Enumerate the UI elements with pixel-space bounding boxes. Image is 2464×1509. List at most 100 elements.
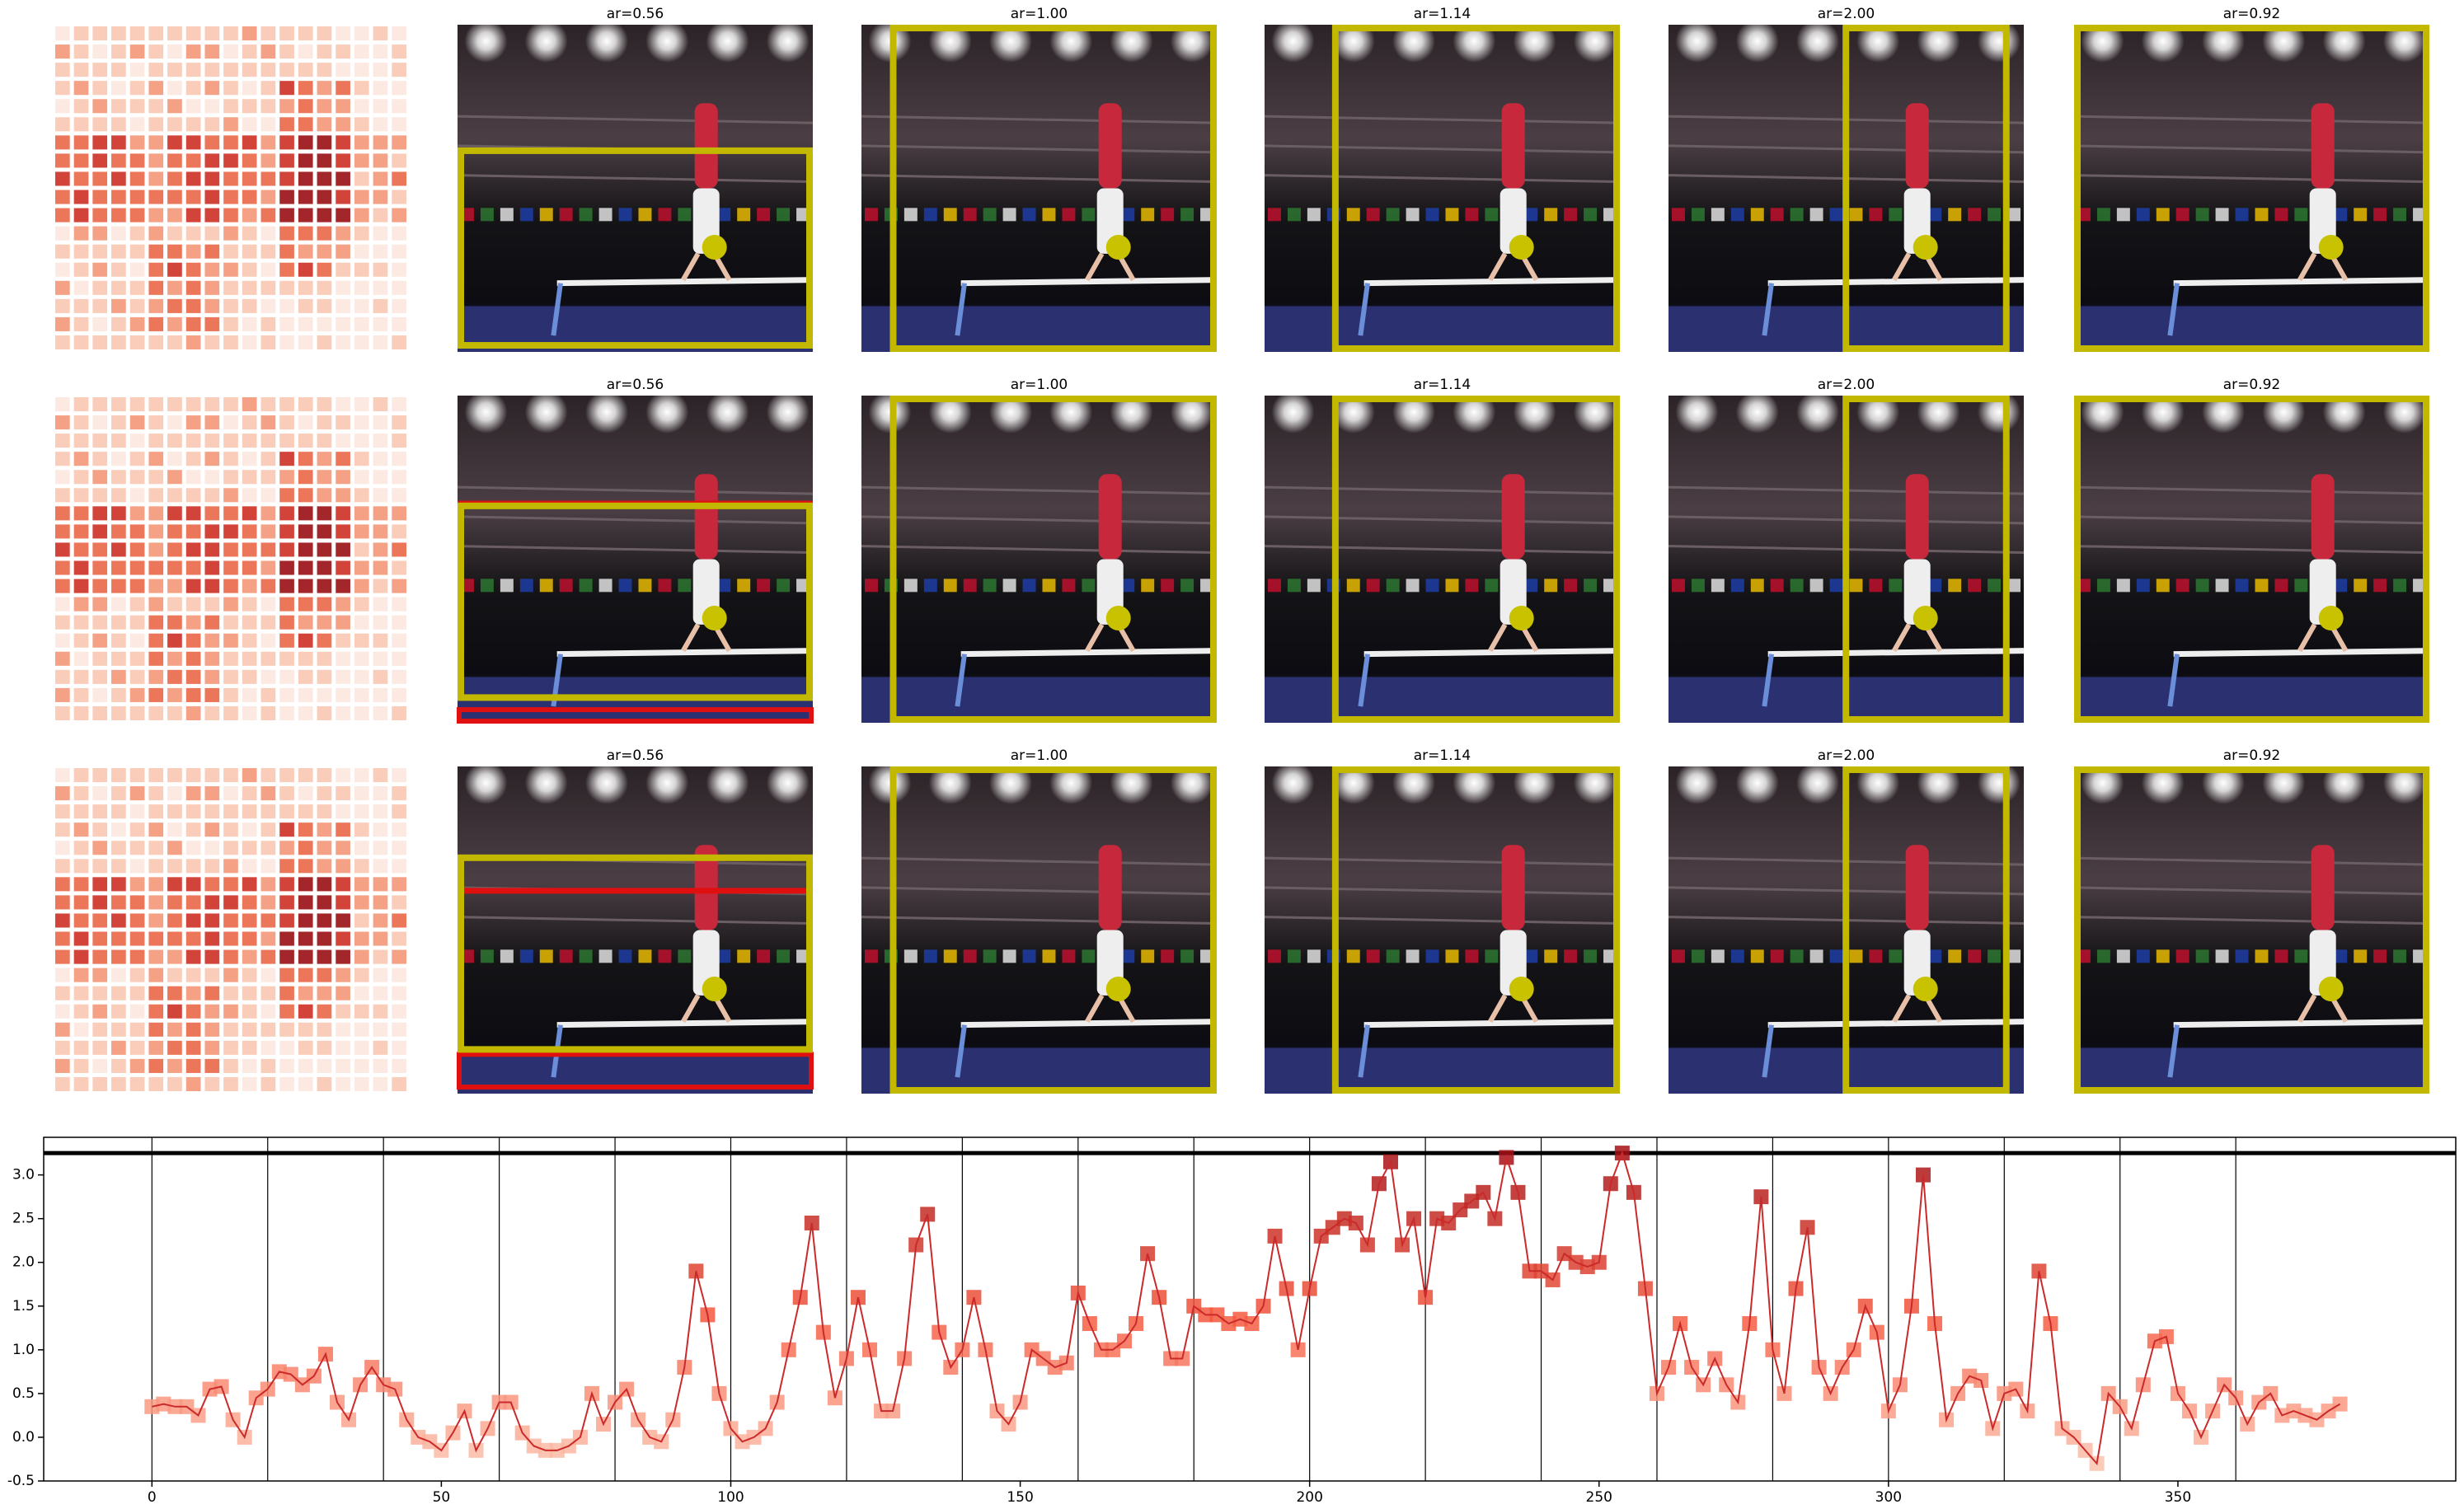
heat-cell	[129, 506, 145, 521]
heat-cell	[242, 506, 257, 521]
flag	[1770, 208, 1784, 222]
heat-cell	[373, 1004, 388, 1019]
heat-cell	[185, 597, 201, 612]
heat-cell	[185, 153, 201, 168]
heat-cell	[55, 190, 70, 204]
flag	[2195, 579, 2209, 593]
heat-cell	[223, 597, 238, 612]
x-tick-label: 300	[1875, 1489, 1902, 1506]
heat-cell	[92, 1040, 108, 1055]
heat-cell	[92, 651, 108, 666]
photo	[1668, 761, 2025, 1094]
heat-cell	[242, 208, 257, 223]
heat-cell	[298, 506, 313, 521]
flag	[1584, 208, 1598, 222]
heat-cell	[55, 913, 70, 928]
heat-cell	[279, 949, 294, 964]
heat-cell	[167, 298, 182, 313]
crop-box	[889, 25, 1217, 352]
heat-cell	[242, 452, 257, 466]
heat-cell	[298, 298, 313, 313]
bar-post	[551, 283, 563, 336]
heat-cell	[92, 81, 108, 96]
crop-box	[458, 147, 813, 349]
heat-cell	[279, 597, 294, 612]
rail	[1264, 545, 1621, 555]
heat-cell	[260, 615, 276, 630]
heat-cell	[111, 433, 126, 448]
heat-cell	[73, 1040, 89, 1055]
flag	[1141, 579, 1155, 593]
heat-cell	[73, 190, 89, 204]
heat-cell	[129, 968, 145, 982]
flag	[2274, 208, 2288, 222]
heat-cell	[260, 415, 276, 430]
heat-cell	[260, 841, 276, 855]
heat-cell	[111, 452, 126, 466]
flag	[1849, 208, 1863, 222]
heat-cell	[73, 1004, 89, 1019]
light	[706, 19, 749, 63]
heat-cell	[73, 633, 89, 648]
heat-cell	[73, 117, 89, 132]
gymnast-legs	[1098, 474, 1122, 560]
heat-cell	[392, 488, 406, 503]
heat-cell	[354, 171, 369, 186]
flag	[1809, 579, 1823, 593]
heat-cell	[242, 949, 257, 964]
flag	[1584, 579, 1598, 593]
heat-cell	[111, 81, 126, 96]
heat-cell	[92, 542, 108, 557]
flag	[2136, 949, 2150, 963]
flag	[678, 579, 692, 593]
heat-cell	[373, 415, 388, 430]
heat-cell	[129, 488, 145, 503]
heat-cell	[354, 190, 369, 204]
flag	[1809, 208, 1823, 222]
flag	[2007, 579, 2020, 593]
heat-cell	[336, 208, 350, 223]
light	[585, 761, 629, 804]
heat-cell	[111, 524, 126, 539]
flag	[618, 208, 632, 222]
bar	[2173, 648, 2430, 658]
flag	[1406, 208, 1420, 222]
heat-cell	[73, 208, 89, 223]
heat-cell	[185, 81, 201, 96]
heat-cell	[242, 45, 257, 59]
flag	[1849, 949, 1863, 963]
heat-cell	[260, 488, 276, 503]
heat-cell	[242, 316, 257, 331]
flag	[1346, 579, 1360, 593]
light	[1675, 19, 1719, 63]
heat-cell	[373, 877, 388, 892]
heat-cell	[55, 226, 70, 241]
heat-cell	[92, 45, 108, 59]
heat-cell	[148, 190, 164, 204]
heat-cell	[92, 786, 108, 801]
heat-cell	[317, 1058, 332, 1073]
heat-cell	[167, 1076, 182, 1091]
flag	[1307, 579, 1321, 593]
heat-cell	[373, 397, 388, 412]
rail	[1264, 144, 1621, 154]
heat-cell	[223, 804, 238, 819]
heat-cell	[204, 1004, 220, 1019]
flag	[1425, 949, 1439, 963]
photo-bg	[861, 396, 1217, 723]
heat-cell	[298, 633, 313, 648]
heat-cell	[298, 913, 313, 928]
bar-post	[1762, 283, 1774, 336]
gymnast-legs	[1501, 845, 1525, 930]
heat-cell	[392, 968, 406, 982]
rail	[2073, 144, 2430, 154]
heat-cell	[260, 804, 276, 819]
heat-cell	[373, 597, 388, 612]
heat-cell	[298, 452, 313, 466]
heat-cell	[55, 81, 70, 96]
heat-cell	[92, 615, 108, 630]
light	[524, 19, 568, 63]
keypoint	[2318, 976, 2344, 1001]
heat-cell	[242, 968, 257, 982]
heat-cell	[111, 949, 126, 964]
